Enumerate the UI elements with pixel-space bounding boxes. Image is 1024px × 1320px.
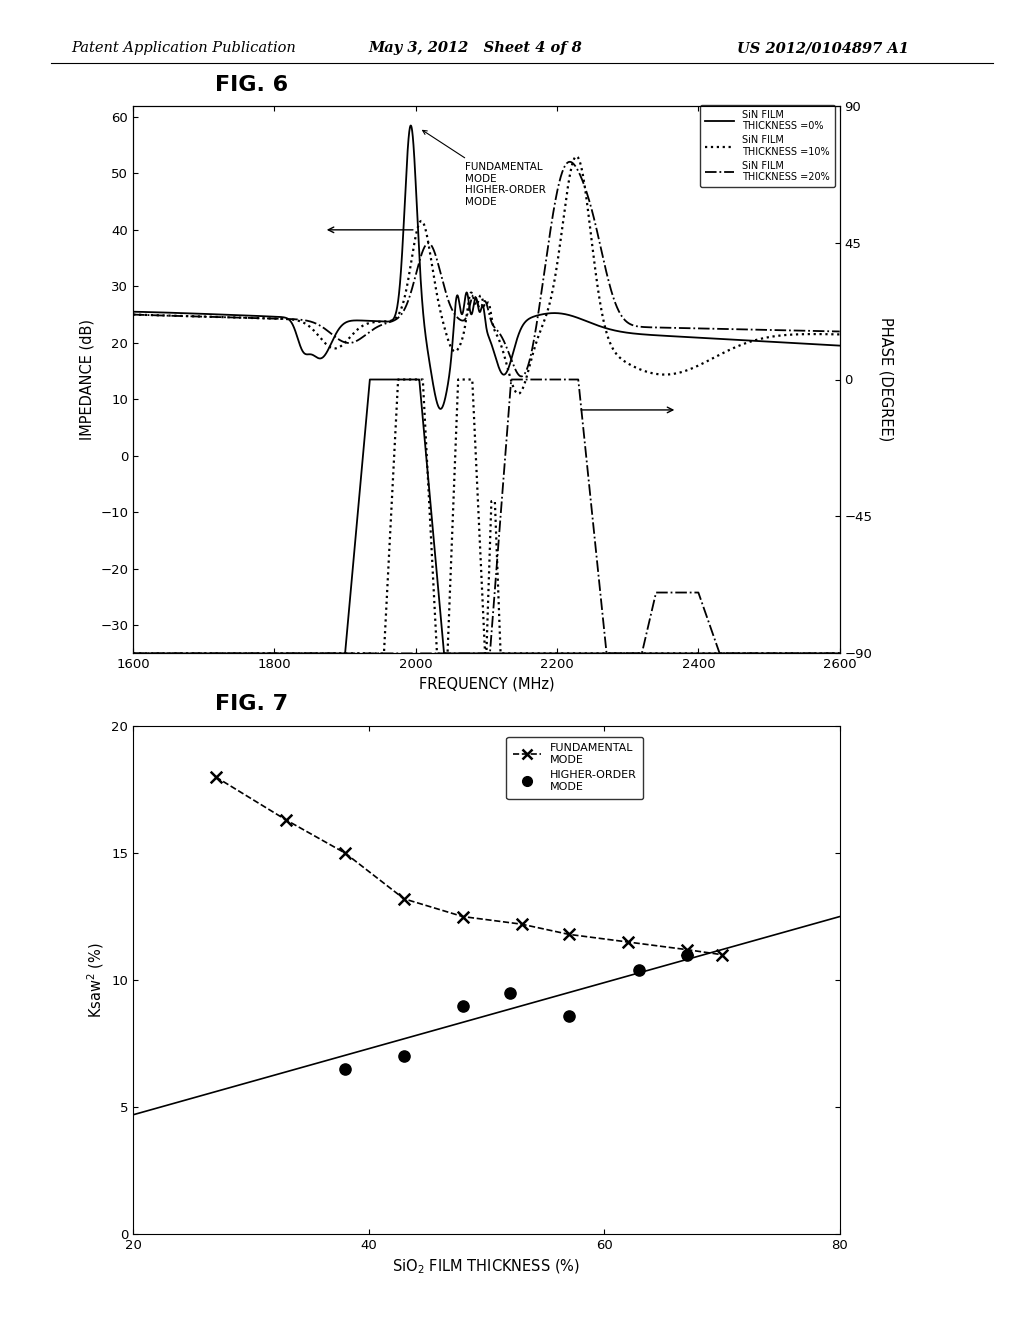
Text: US 2012/0104897 A1: US 2012/0104897 A1 — [737, 41, 909, 55]
Text: Patent Application Publication: Patent Application Publication — [72, 41, 296, 55]
Point — [678, 939, 694, 960]
Point — [207, 766, 224, 787]
Point — [714, 944, 730, 965]
Y-axis label: Ksaw$^2$ (%): Ksaw$^2$ (%) — [85, 942, 105, 1018]
Point — [279, 809, 295, 830]
Text: FIG. 7: FIG. 7 — [215, 694, 288, 714]
Y-axis label: PHASE (DEGREE): PHASE (DEGREE) — [879, 317, 893, 442]
Point — [395, 888, 412, 909]
Point — [337, 842, 353, 863]
Text: FIG. 6: FIG. 6 — [215, 75, 288, 95]
Point — [620, 932, 636, 953]
Legend: FUNDAMENTAL
MODE, HIGHER-ORDER
MODE: FUNDAMENTAL MODE, HIGHER-ORDER MODE — [507, 737, 643, 799]
X-axis label: SiO$_2$ FILM THICKNESS (%): SiO$_2$ FILM THICKNESS (%) — [392, 1258, 581, 1276]
Y-axis label: IMPEDANCE (dB): IMPEDANCE (dB) — [80, 319, 94, 440]
Legend: SiN FILM
THICKNESS =0%, SiN FILM
THICKNESS =10%, SiN FILM
THICKNESS =20%: SiN FILM THICKNESS =0%, SiN FILM THICKNE… — [700, 106, 835, 187]
Point — [631, 960, 648, 981]
Point — [455, 906, 471, 927]
Text: FUNDAMENTAL
MODE
HIGHER-ORDER
MODE: FUNDAMENTAL MODE HIGHER-ORDER MODE — [423, 131, 546, 207]
Point — [337, 1059, 353, 1080]
Point — [455, 995, 471, 1016]
Point — [395, 1045, 412, 1067]
Point — [502, 982, 518, 1003]
Point — [678, 944, 694, 965]
X-axis label: FREQUENCY (MHz): FREQUENCY (MHz) — [419, 677, 554, 692]
Point — [561, 924, 578, 945]
Point — [514, 913, 530, 935]
Point — [561, 1005, 578, 1026]
Text: May 3, 2012   Sheet 4 of 8: May 3, 2012 Sheet 4 of 8 — [369, 41, 583, 55]
